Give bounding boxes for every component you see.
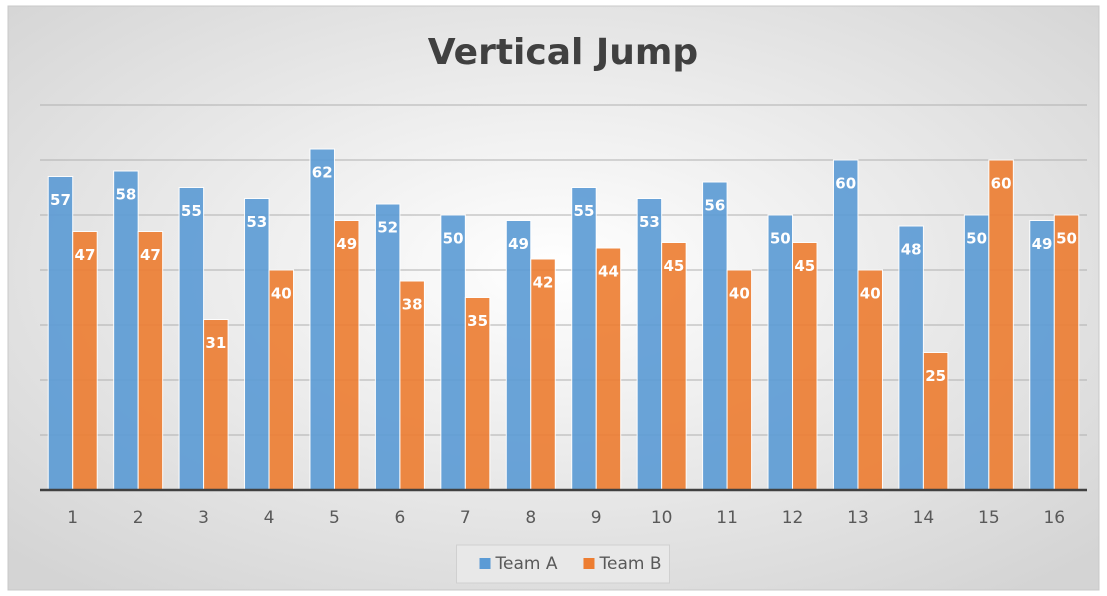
bar [832, 159, 859, 491]
bar [702, 181, 728, 491]
bar [440, 214, 466, 491]
legend-swatch [479, 558, 491, 569]
x-tick-label: 5 [329, 508, 340, 528]
x-tick-label: 13 [847, 508, 869, 528]
bar [505, 220, 532, 491]
data-label: 40 [271, 285, 292, 303]
bar [898, 225, 924, 491]
bar [726, 269, 753, 491]
bar [464, 297, 491, 491]
x-tick-label: 2 [133, 508, 144, 528]
data-label: 60 [991, 175, 1012, 193]
data-label: 35 [467, 312, 488, 330]
x-tick-label: 8 [525, 508, 536, 528]
bar [595, 247, 622, 491]
bar [333, 220, 360, 491]
data-label: 49 [508, 235, 529, 253]
data-label: 57 [50, 191, 71, 209]
legend-label: Team B [598, 554, 661, 574]
chart-title: Vertical Jump [428, 32, 698, 73]
x-tick-label: 1 [67, 508, 78, 528]
bar [857, 269, 883, 491]
data-label: 50 [770, 230, 791, 248]
bar [767, 214, 794, 491]
bar [963, 214, 990, 491]
bar [661, 242, 687, 491]
bar [203, 319, 229, 491]
bar [72, 231, 98, 491]
legend-label: Team A [495, 554, 558, 574]
bar [1053, 214, 1080, 491]
data-label: 56 [704, 197, 725, 215]
bar [137, 231, 164, 491]
data-label: 47 [75, 246, 96, 264]
data-label: 50 [443, 230, 464, 248]
data-label: 48 [901, 241, 922, 259]
data-label: 44 [598, 263, 619, 281]
data-label: 47 [140, 246, 161, 264]
data-label: 31 [205, 334, 226, 352]
x-tick-label: 15 [978, 508, 1000, 528]
data-label: 49 [1032, 235, 1053, 253]
data-label: 40 [860, 285, 881, 303]
bar [1029, 220, 1055, 491]
x-tick-label: 9 [591, 508, 602, 528]
bar [374, 203, 401, 491]
x-tick-label: 12 [782, 508, 804, 528]
x-tick-label: 14 [913, 508, 935, 528]
bar [244, 198, 270, 491]
data-label: 50 [1056, 230, 1077, 248]
data-label: 38 [402, 296, 423, 314]
bar [47, 176, 74, 491]
bar [636, 198, 663, 491]
data-label: 58 [115, 186, 136, 204]
bar [268, 269, 295, 491]
data-label: 45 [663, 257, 684, 275]
data-label: 45 [794, 257, 815, 275]
bar [571, 187, 597, 491]
x-tick-label: 7 [460, 508, 471, 528]
x-tick-label: 10 [651, 508, 673, 528]
bar [988, 159, 1014, 491]
data-label: 55 [574, 202, 595, 220]
data-label: 60 [835, 175, 856, 193]
x-tick-label: 16 [1043, 508, 1065, 528]
x-tick-label: 11 [716, 508, 738, 528]
legend: Team A Team B [456, 544, 670, 584]
data-label: 62 [312, 164, 333, 182]
data-label: 50 [966, 230, 987, 248]
data-label: 55 [181, 202, 202, 220]
bar [399, 280, 425, 491]
data-label: 25 [925, 367, 946, 385]
legend-swatch [583, 558, 595, 569]
legend-box [456, 544, 670, 584]
data-label: 42 [533, 274, 554, 292]
bar [113, 170, 139, 491]
data-label: 40 [729, 285, 750, 303]
bar [309, 148, 335, 491]
bar [178, 187, 205, 491]
data-label: 52 [377, 219, 398, 237]
bar [792, 242, 818, 491]
data-label: 49 [336, 235, 357, 253]
data-label: 53 [639, 213, 660, 231]
x-tick-label: 4 [264, 508, 275, 528]
x-tick-label: 3 [198, 508, 209, 528]
bar [530, 258, 556, 491]
data-label: 53 [246, 213, 267, 231]
bar [922, 352, 949, 491]
x-tick-label: 6 [394, 508, 405, 528]
